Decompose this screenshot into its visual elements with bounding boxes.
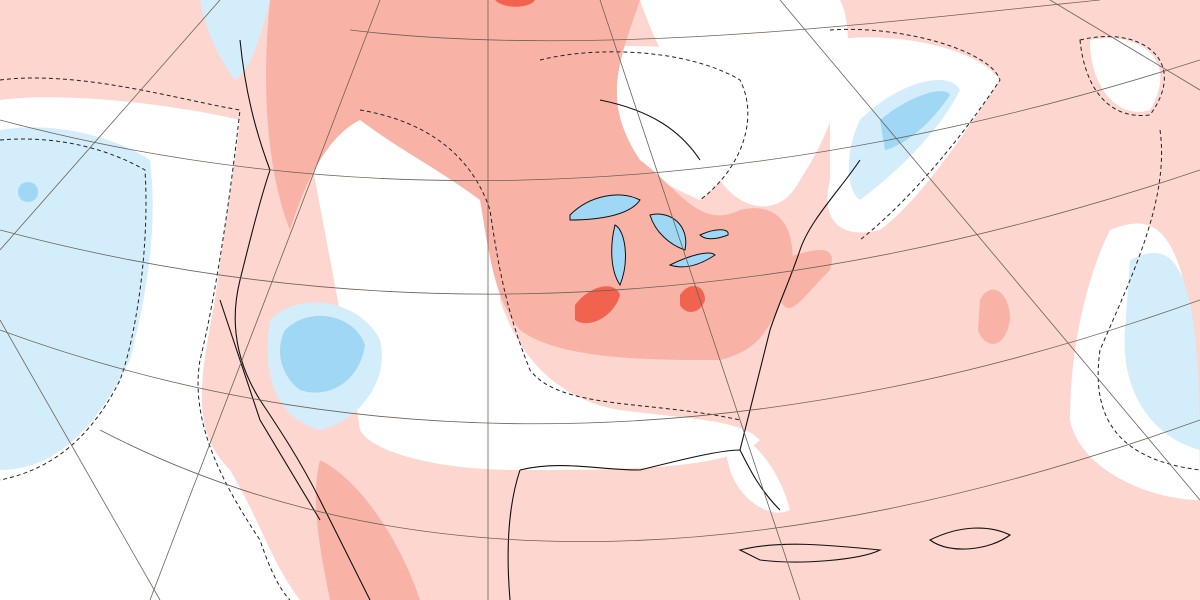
parallel-50 <box>0 59 1200 181</box>
cold-anomaly-southwest <box>280 315 365 393</box>
contour-north-atlantic <box>1079 36 1165 117</box>
coast-pacific <box>234 39 371 600</box>
meridian-160 <box>0 319 161 600</box>
coast-hispaniola <box>928 527 1012 550</box>
lake-michigan <box>611 224 626 287</box>
cool-anomaly-east-atlantic <box>1124 252 1200 450</box>
hot-spot-east <box>680 285 705 312</box>
lake-superior <box>569 194 641 221</box>
lake-huron <box>649 213 687 251</box>
cold-anomaly-labrador <box>880 91 950 150</box>
parallel-30 <box>0 299 1200 425</box>
contour-west <box>0 77 291 600</box>
contour-canada <box>539 51 749 201</box>
coast-cuba <box>738 543 882 563</box>
lake-erie <box>668 252 716 268</box>
neutral-quebec <box>640 0 848 207</box>
coastlines <box>219 39 1012 600</box>
contour-east-atlantic <box>1097 129 1200 471</box>
great-lakes <box>569 194 729 287</box>
cool-anomaly-pacific <box>0 127 153 470</box>
warm-anomaly-mid-atlantic <box>978 289 1010 344</box>
contour-central <box>359 109 741 421</box>
cool-anomaly-bc <box>200 0 270 80</box>
coast-baja <box>219 299 321 521</box>
neutral-north-atlantic <box>1090 38 1161 112</box>
meridian-140 <box>0 0 221 251</box>
coast-atlantic <box>739 159 861 451</box>
cool-areas <box>0 0 1200 470</box>
contours <box>0 28 1200 600</box>
meridian-80 <box>599 0 801 600</box>
meridian-60 <box>779 0 1200 501</box>
neutral-central <box>300 97 760 470</box>
parallel-60 <box>349 0 1101 42</box>
coast-gulf <box>519 449 781 511</box>
parallel-40 <box>0 169 1200 295</box>
hot-spot-north <box>495 0 535 7</box>
warm-anomaly-atlantic <box>780 250 832 309</box>
warm-anomaly-mexico <box>315 460 420 600</box>
parallel-20 <box>99 419 1200 542</box>
coast-mexico <box>507 469 521 600</box>
meridian-120 <box>149 0 381 600</box>
cold-spot-pacific <box>18 182 38 202</box>
lake-ontario <box>699 229 729 240</box>
neutral-florida <box>720 430 790 513</box>
meridian-40 <box>1049 0 1200 91</box>
contour-pacific <box>0 138 147 481</box>
hot-spot-west <box>575 286 620 324</box>
contour-labrador <box>829 28 1001 241</box>
coast-hudson <box>599 99 701 161</box>
